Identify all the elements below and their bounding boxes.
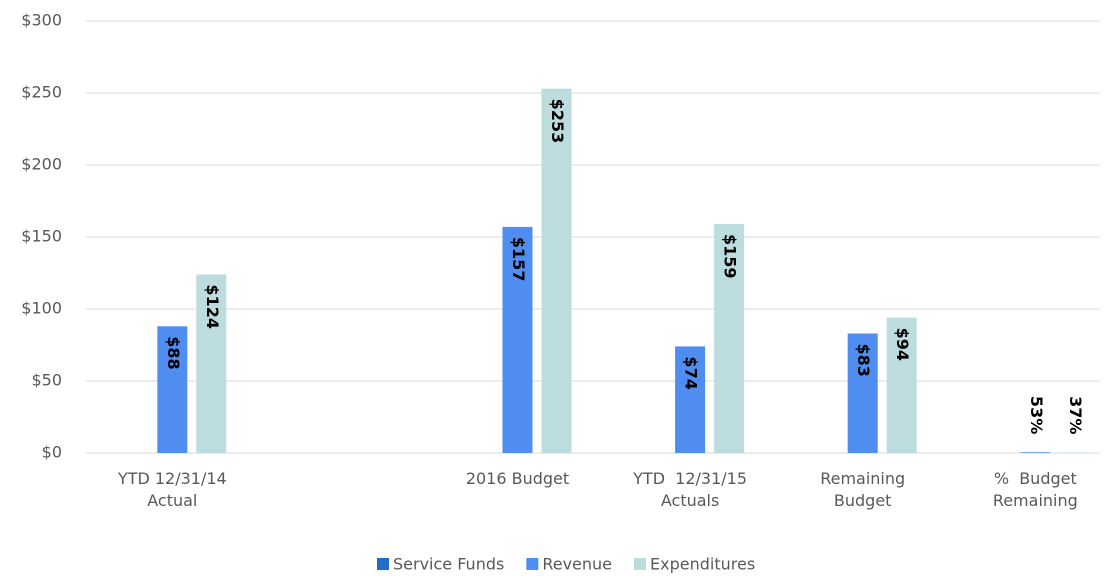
y-tick-label: $0: [42, 443, 62, 462]
x-tick-label: Remaining Budget: [820, 469, 911, 510]
data-label: $253: [548, 99, 567, 144]
data-label: $124: [203, 284, 222, 329]
data-label: $88: [164, 336, 183, 369]
data-label: $157: [509, 237, 528, 282]
y-tick-label: $50: [31, 371, 62, 390]
y-tick-label: $100: [21, 299, 62, 318]
legend-label: Service Funds: [393, 555, 504, 574]
bar: [886, 317, 917, 453]
x-tick-label: 2016 Budget: [465, 469, 570, 488]
data-label: $83: [854, 343, 873, 376]
bar: [1020, 452, 1051, 453]
y-tick-label: $150: [21, 227, 62, 246]
data-label: $74: [682, 356, 701, 389]
data-label: $94: [893, 328, 912, 361]
bar: [502, 226, 533, 453]
legend-label: Expenditures: [650, 555, 755, 574]
y-tick-label: $300: [21, 11, 62, 30]
x-tick-label: YTD 12/31/15 Actuals: [633, 469, 753, 510]
data-label: 37%: [1066, 396, 1085, 434]
bar: [157, 326, 188, 453]
data-label: 53%: [1027, 396, 1046, 434]
data-label: $159: [721, 234, 740, 279]
bar: [847, 333, 878, 453]
legend-label: Revenue: [542, 555, 612, 574]
bar: [541, 88, 572, 454]
legend-swatch: [634, 558, 647, 570]
bar: [1059, 452, 1090, 453]
legend-swatch: [526, 558, 539, 570]
x-tick-label: % Budget Remaining: [992, 469, 1082, 510]
bar: [675, 346, 706, 453]
y-tick-label: $250: [21, 83, 62, 102]
legend-swatch: [377, 558, 389, 570]
bar: [196, 274, 227, 453]
bar: [714, 224, 745, 453]
y-tick-label: $200: [21, 155, 62, 174]
x-tick-label: YTD 12/31/14 Actual: [117, 469, 232, 510]
